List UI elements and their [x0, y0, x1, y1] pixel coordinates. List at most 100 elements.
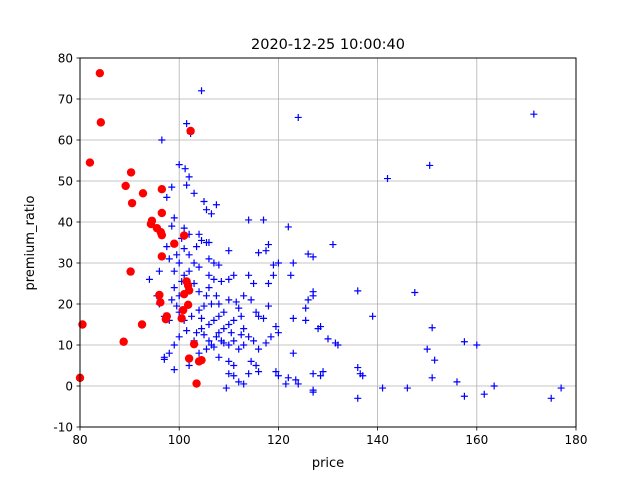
plus-marker-point — [193, 243, 201, 251]
plus-marker-point — [403, 384, 411, 392]
plus-marker-point — [198, 87, 206, 95]
plus-marker-point — [195, 230, 203, 238]
plus-marker-point — [245, 271, 253, 279]
plus-marker-point — [230, 316, 238, 324]
plus-marker-point — [175, 259, 183, 267]
plus-marker-point — [240, 292, 248, 300]
plus-marker-point — [205, 239, 213, 246]
plus-marker-point — [240, 325, 248, 333]
plus-marker-point — [181, 165, 189, 173]
plus-marker-point — [255, 249, 263, 257]
plus-marker-point — [245, 370, 253, 378]
plus-marker-point — [225, 370, 233, 378]
plus-marker-point — [165, 255, 173, 263]
plus-marker-point — [180, 224, 188, 232]
plus-marker-point — [168, 183, 176, 191]
plus-marker-point — [411, 289, 419, 297]
red-dot-point — [177, 314, 186, 323]
y-tick-label: 80 — [58, 51, 73, 65]
plus-marker-point — [304, 250, 312, 258]
plus-marker-point — [220, 325, 228, 333]
plus-marker-point — [217, 277, 225, 285]
y-axis-label: premium_ratio — [23, 195, 38, 290]
y-tick-label: 20 — [58, 297, 73, 311]
plus-marker-point — [384, 175, 392, 183]
x-tick-label: 120 — [267, 433, 290, 447]
plus-marker-point — [262, 339, 270, 347]
axis-ticks: 80 100 120 140 160 180 -10 0 10 20 30 40 50 60 70 80 — [53, 51, 587, 447]
plus-marker-point — [198, 236, 206, 244]
plus-marker-point — [453, 378, 461, 386]
red-dot-point — [186, 126, 195, 136]
y-tick-label: 50 — [58, 174, 73, 188]
plus-marker-point — [188, 312, 196, 320]
plus-marker-point — [428, 374, 436, 382]
plus-marker-point — [272, 323, 280, 331]
plus-marker-point — [195, 306, 203, 314]
x-tick-label: 80 — [72, 433, 87, 447]
plus-marker-point — [250, 280, 258, 287]
plus-marker-point — [202, 206, 210, 214]
plus-marker-point — [252, 362, 260, 369]
plus-marker-point — [163, 243, 171, 251]
plus-marker-point — [255, 345, 263, 353]
plus-marker-point — [255, 368, 263, 376]
plus-marker-point — [255, 312, 263, 320]
plus-marker-point — [210, 275, 218, 283]
plus-marker-point — [329, 241, 337, 249]
plus-marker-point — [274, 259, 282, 267]
plus-marker-point — [230, 337, 238, 345]
red-dot-point — [179, 231, 189, 240]
plus-marker-point — [175, 333, 183, 341]
plus-marker-point — [215, 329, 223, 337]
plus-marker-point — [210, 316, 218, 324]
data-points — [75, 68, 565, 402]
plus-marker-point — [334, 341, 342, 349]
plus-marker-point — [287, 271, 295, 279]
plus-marker-point — [282, 380, 290, 388]
plus-marker-point — [289, 259, 297, 267]
plus-marker-point — [202, 292, 210, 300]
red-dot-point — [126, 267, 135, 276]
plus-marker-point — [274, 372, 282, 380]
plus-marker-point — [260, 314, 268, 322]
plus-marker-point — [205, 284, 213, 292]
y-tick-label: 0 — [65, 379, 73, 393]
plus-marker-point — [170, 267, 178, 275]
plus-marker-point — [267, 333, 275, 341]
plus-marker-point — [292, 376, 300, 384]
red-dot-point — [178, 305, 188, 315]
plus-marker-point — [235, 378, 243, 386]
plus-marker-point — [324, 335, 332, 343]
plus-marker-point — [431, 356, 439, 364]
plus-marker-point — [185, 173, 193, 181]
plus-marker-point — [247, 296, 255, 304]
plus-marker-point — [217, 337, 225, 345]
plus-marker-point — [264, 280, 272, 287]
plus-marker-point — [354, 287, 362, 295]
plus-marker-point — [212, 292, 220, 300]
red-dot-point — [156, 298, 165, 307]
chart-title: 2020-12-25 10:00:40 — [251, 37, 405, 53]
plus-marker-point — [289, 349, 297, 357]
plus-marker-point — [359, 372, 367, 380]
y-tick-label: 60 — [58, 133, 73, 147]
plus-marker-point — [490, 382, 498, 390]
plus-marker-point — [183, 181, 191, 189]
plus-marker-point — [245, 216, 253, 224]
plus-marker-point — [170, 366, 178, 374]
plus-marker-point — [250, 337, 258, 345]
plus-marker-point — [379, 384, 387, 392]
y-tick-label: -10 — [53, 420, 73, 434]
plus-marker-point — [155, 267, 163, 275]
plus-marker-point — [180, 271, 188, 279]
plus-marker-point — [272, 368, 280, 376]
plus-marker-point — [269, 261, 277, 269]
plus-marker-point — [284, 374, 292, 382]
y-tick-label: 70 — [58, 92, 73, 106]
plus-marker-point — [168, 222, 176, 230]
red-dot-point — [192, 379, 201, 388]
plus-marker-point — [200, 198, 208, 205]
plus-marker-point — [557, 384, 565, 392]
